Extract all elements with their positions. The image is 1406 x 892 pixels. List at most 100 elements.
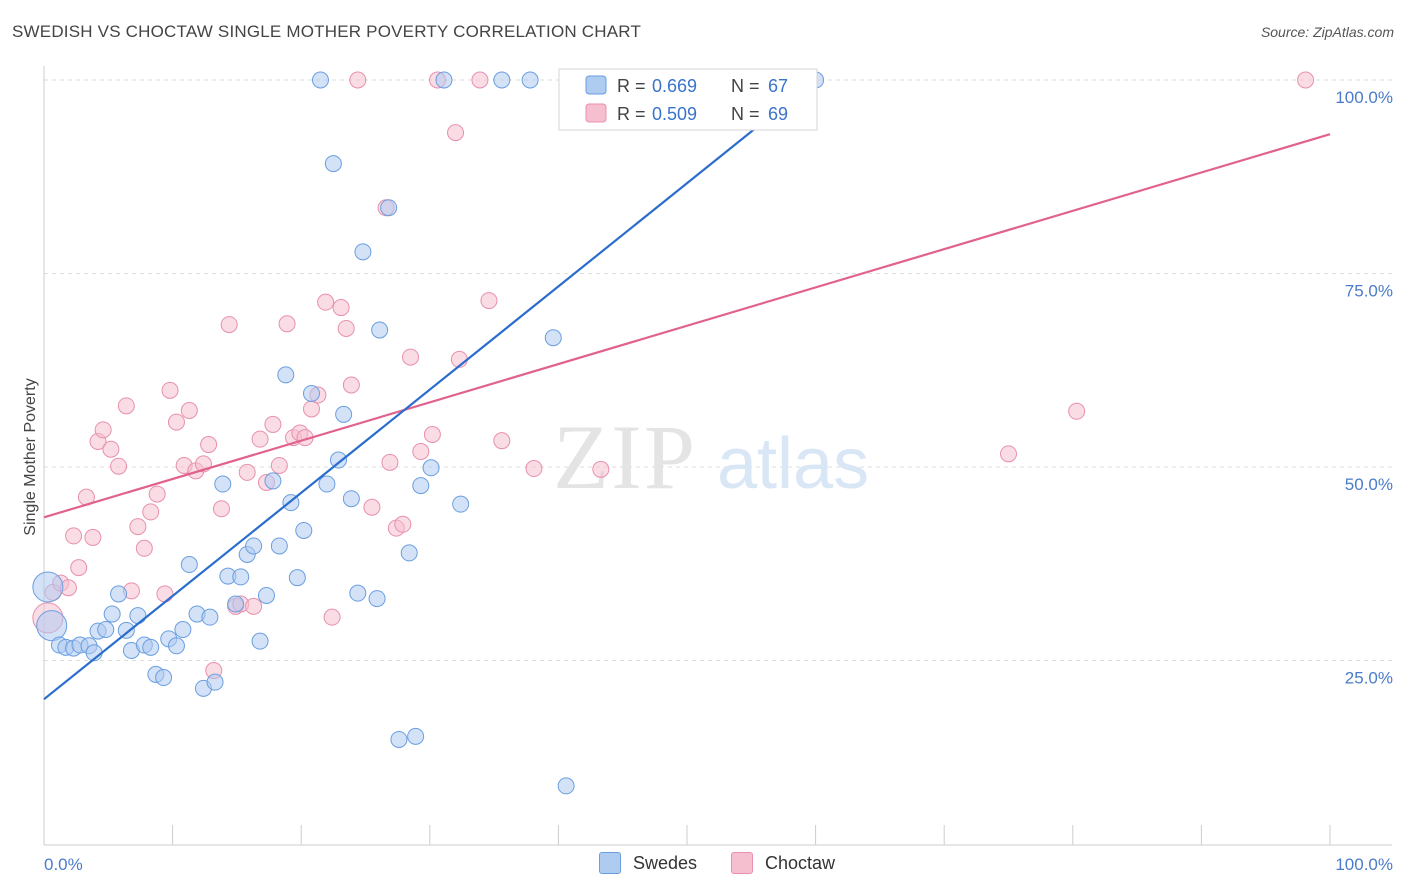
y-tick-labels: 25.0% 50.0% 75.0% 100.0% [1335, 88, 1393, 688]
swedes-point-46 [335, 405, 353, 423]
choctaw-point-14 [129, 518, 147, 536]
y-tick-label-25: 25.0% [1345, 669, 1393, 688]
choctaw-point-17 [148, 485, 166, 503]
swedes-point-44 [324, 155, 342, 173]
swedes-point-9 [97, 621, 115, 639]
choctaw-point-5 [70, 559, 88, 577]
swedes-point-16 [142, 638, 160, 656]
axes [43, 66, 1392, 846]
swedes-point-33 [251, 632, 269, 650]
choctaw-point-55 [412, 443, 430, 461]
choctaw-point-15 [135, 539, 153, 557]
choctaw-point-46 [337, 319, 355, 337]
swedes-point-26 [206, 673, 224, 691]
choctaw-point-59 [471, 71, 489, 89]
choctaw-point-16 [142, 503, 160, 521]
choctaw-point-51 [381, 453, 399, 471]
choctaw-point-33 [251, 430, 269, 448]
swedes-point-32 [245, 537, 263, 555]
swedes-point-12 [117, 621, 135, 639]
choctaw-point-45 [332, 299, 350, 317]
swedes-point-37 [277, 366, 295, 384]
swedes-point-53 [390, 730, 408, 748]
x-tick-label-100: 100.0% [1335, 855, 1393, 874]
legend-swatch-swedes [585, 75, 607, 95]
choctaw-point-61 [493, 432, 511, 450]
swedes-point-60 [493, 71, 511, 89]
choctaw-point-65 [1000, 445, 1017, 463]
choctaw-point-53 [394, 515, 412, 533]
swedes-point-63 [557, 777, 575, 795]
watermark-zip: ZIP [553, 406, 697, 508]
choctaw-point-19 [161, 381, 179, 399]
choctaw-points [32, 71, 1315, 680]
swedes-point-39 [288, 569, 306, 587]
choctaw-point-47 [342, 376, 360, 394]
choctaw-swatch [731, 852, 753, 874]
choctaw-point-18 [156, 585, 174, 603]
choctaw-point-12 [117, 397, 135, 415]
swedes-point-0 [32, 571, 64, 603]
legend-r-label-choctaw: R = [617, 104, 646, 124]
choctaw-point-22 [180, 401, 198, 419]
swedes-point-52 [380, 199, 398, 217]
y-tick-label-50: 50.0% [1345, 475, 1393, 494]
choctaw-point-36 [270, 456, 288, 474]
swedes-point-45 [329, 451, 347, 469]
swedes-point-59 [452, 495, 470, 513]
grid-lines [44, 79, 1392, 661]
swedes-point-56 [412, 477, 430, 495]
swedes-point-36 [270, 537, 288, 555]
choctaw-point-43 [317, 293, 335, 311]
swedes-point-40 [295, 521, 313, 539]
x-tick-labels: 0.0% 100.0% [44, 855, 1393, 874]
swedes-point-58 [435, 71, 453, 89]
choctaw-point-54 [402, 348, 420, 366]
swedes-point-48 [349, 584, 367, 602]
swedes-point-35 [264, 472, 282, 490]
watermark: ZIP atlas [553, 406, 869, 508]
source-label: Source: ZipAtlas.com [1260, 24, 1394, 40]
legend-n-value-swedes: 67 [768, 76, 788, 96]
choctaw-point-10 [102, 440, 120, 458]
choctaw-point-31 [238, 463, 256, 481]
watermark-atlas: atlas [717, 424, 869, 504]
choctaw-point-48 [349, 71, 367, 89]
swedes-point-61 [521, 71, 539, 89]
y-axis-title: Single Mother Poverty [22, 378, 39, 535]
swedes-point-47 [342, 490, 360, 508]
choctaw-point-44 [323, 608, 341, 626]
choctaw-point-62 [525, 460, 543, 478]
swedes-point-27 [214, 475, 232, 493]
legend-n-label-swedes: N = [731, 76, 760, 96]
swedes-point-55 [407, 727, 425, 745]
swedes-point-57 [422, 459, 440, 477]
choctaw-point-60 [480, 292, 498, 310]
swedes-point-22 [180, 556, 198, 574]
legend-item-choctaw[interactable]: Choctaw [731, 852, 835, 874]
swedes-point-29 [227, 595, 245, 613]
swedes-point-25 [201, 608, 219, 626]
y-tick-label-75: 75.0% [1345, 282, 1393, 301]
swedes-point-10 [103, 605, 121, 623]
swedes-point-1 [36, 610, 68, 642]
choctaw-point-35 [264, 415, 282, 433]
choctaw-point-57 [447, 124, 465, 142]
legend-item-swedes[interactable]: Swedes [599, 852, 697, 874]
legend-label-swedes: Swedes [633, 852, 698, 873]
x-tick-label-0: 0.0% [44, 855, 83, 874]
choctaw-point-20 [167, 413, 185, 431]
legend-swatch-choctaw [585, 103, 607, 123]
legend-n-label-choctaw: N = [731, 104, 760, 124]
choctaw-point-28 [220, 316, 238, 334]
choctaw-point-63 [592, 460, 610, 478]
y-tick-label-100: 100.0% [1335, 88, 1393, 107]
choctaw-point-4 [65, 527, 83, 545]
swedes-point-62 [544, 329, 562, 347]
swedes-point-34 [257, 586, 275, 604]
chart-title: SWEDISH VS CHOCTAW SINGLE MOTHER POVERTY… [12, 22, 642, 41]
top-legend: R = 0.669 N = 67 R = 0.509 N = 69 [558, 68, 818, 131]
choctaw-point-27 [212, 500, 230, 518]
choctaw-point-9 [94, 421, 112, 439]
